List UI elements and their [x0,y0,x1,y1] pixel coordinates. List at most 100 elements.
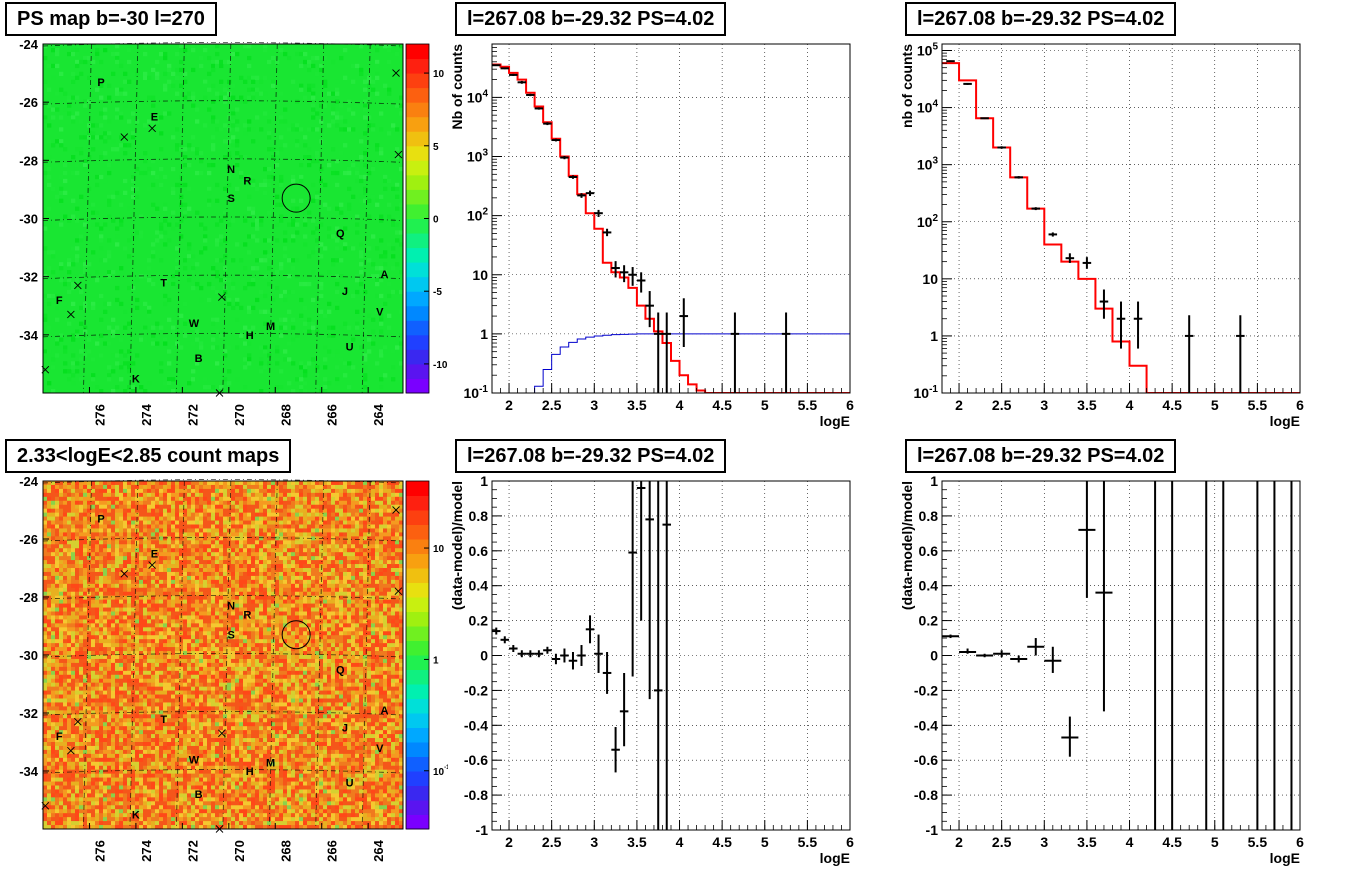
heatmap-cell [111,353,115,357]
heatmap-cell [67,699,71,703]
heatmap-cell [163,528,167,532]
heatmap-cell [147,643,151,647]
heatmap-cell [91,683,95,687]
heatmap-cell [63,215,67,219]
y-tick-label: -30 [19,212,38,227]
heatmap-cell [371,234,375,238]
heatmap-cell [71,663,75,667]
heatmap-cell [143,750,147,754]
heatmap-cell [63,730,67,734]
heatmap-cell [199,56,203,60]
heatmap-cell [163,635,167,639]
heatmap-cell [311,199,315,203]
heatmap-cell [119,481,123,485]
heatmap-cell [387,60,391,64]
heatmap-cell [59,683,63,687]
heatmap-cell [159,580,163,584]
heatmap-cell [79,592,83,596]
heatmap-cell [79,517,83,521]
heatmap-cell [315,127,319,131]
heatmap-cell [55,588,59,592]
heatmap-cell [103,730,107,734]
heatmap-cell [47,718,51,722]
heatmap-cell [87,722,91,726]
heatmap-cell [251,278,255,282]
heatmap-cell [159,742,163,746]
heatmap-cell [87,349,91,353]
heatmap-cell [55,489,59,493]
heatmap-cell [103,770,107,774]
heatmap-cell [75,786,79,790]
heatmap-cell [167,385,171,389]
heatmap-cell [119,64,123,68]
heatmap-cell [231,286,235,290]
heatmap-cell [111,691,115,695]
heatmap-cell [139,612,143,616]
heatmap-cell [115,505,119,509]
y-axis-label: nb of counts [899,44,915,128]
heatmap-cell [135,608,139,612]
heatmap-cell [251,266,255,270]
heatmap-cell [151,786,155,790]
heatmap-cell [379,349,383,353]
heatmap-cell [115,572,119,576]
heatmap-cell [55,766,59,770]
heatmap-cell [291,80,295,84]
heatmap-cell [163,560,167,564]
heatmap-cell [47,576,51,580]
heatmap-cell [179,643,183,647]
heatmap-cell [123,738,127,742]
heatmap-cell [387,326,391,330]
heatmap-cell [99,663,103,667]
heatmap-cell [139,631,143,635]
heatmap-cell [363,163,367,167]
heatmap-cell [291,258,295,262]
heatmap-cell [235,143,239,147]
heatmap-cell [63,770,67,774]
heatmap-cell [243,100,247,104]
heatmap-cell [99,568,103,572]
heatmap-cell [111,695,115,699]
heatmap-cell [115,560,119,564]
heatmap-cell [151,501,155,505]
heatmap-cell [171,604,175,608]
heatmap-cell [291,385,295,389]
heatmap-cell [247,341,251,345]
heatmap-cell [95,385,99,389]
heatmap-cell [151,203,155,207]
heatmap-cell [155,623,159,627]
heatmap-cell [123,718,127,722]
heatmap-cell [95,615,99,619]
heatmap-cell [103,750,107,754]
heatmap-cell [119,734,123,738]
heatmap-cell [155,702,159,706]
heatmap-cell [119,588,123,592]
heatmap-cell [63,809,67,813]
heatmap-cell [59,702,63,706]
heatmap-cell [95,817,99,821]
heatmap-cell [139,738,143,742]
heatmap-cell [259,357,263,361]
heatmap-cell [87,750,91,754]
heatmap-cell [143,505,147,509]
heatmap-cell [159,234,163,238]
heatmap-cell [195,171,199,175]
heatmap-cell [59,675,63,679]
heatmap-cell [79,576,83,580]
heatmap-cell [111,726,115,730]
heatmap-cell [111,219,115,223]
heatmap-cell [291,337,295,341]
heatmap-cell [155,532,159,536]
heatmap-cell [151,797,155,801]
heatmap-cell [95,183,99,187]
heatmap-cell [187,381,191,385]
heatmap-cell [187,187,191,191]
heatmap-cell [79,793,83,797]
heatmap-cell [107,659,111,663]
heatmap-cell [43,750,47,754]
heatmap-cell [219,127,223,131]
heatmap-cell [151,580,155,584]
heatmap-cell [203,48,207,52]
heatmap-cell [99,742,103,746]
heatmap-cell [227,302,231,306]
